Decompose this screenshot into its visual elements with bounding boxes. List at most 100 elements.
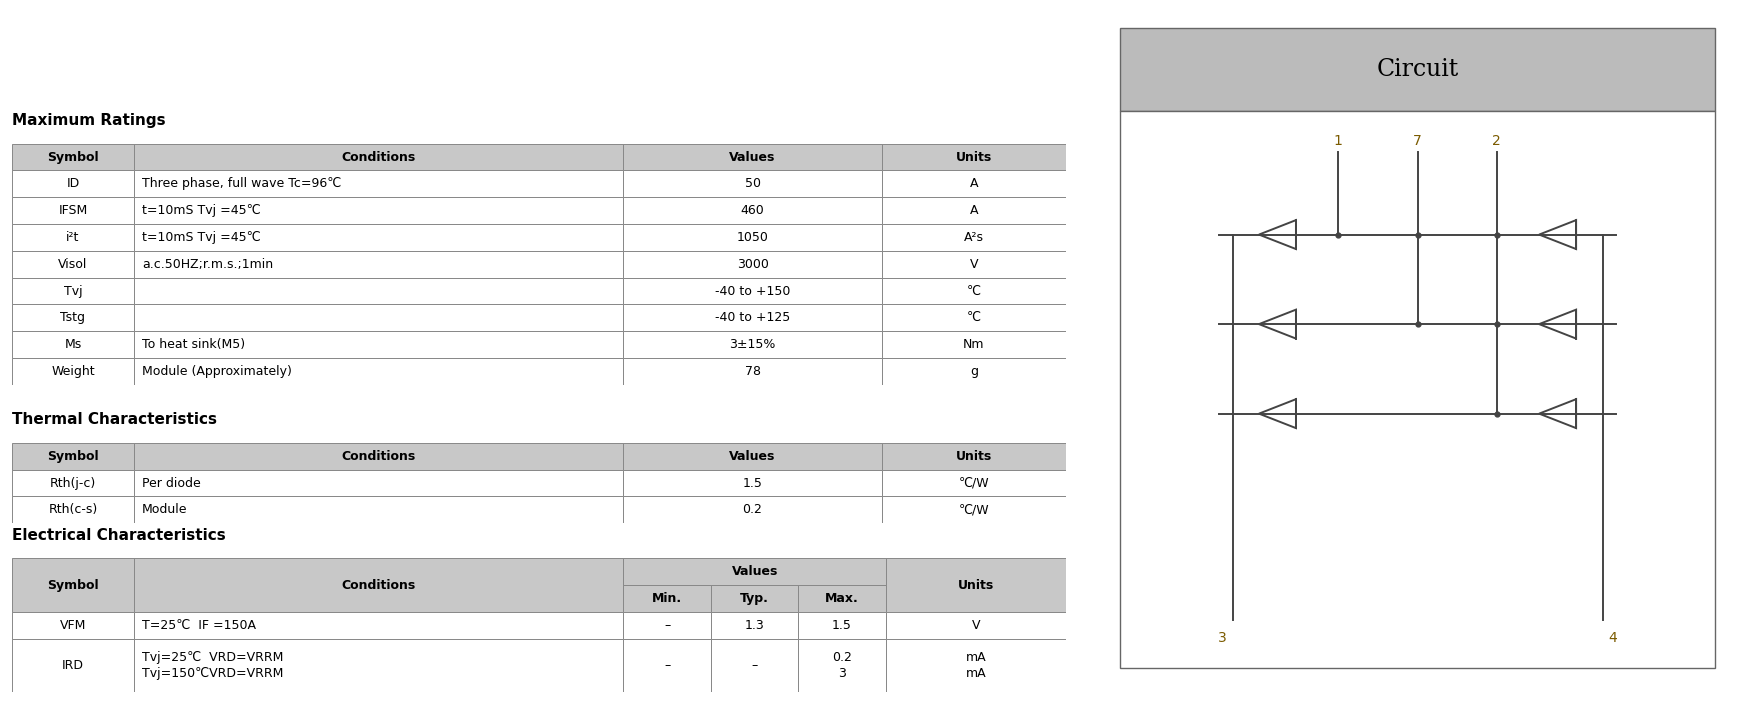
FancyBboxPatch shape bbox=[881, 443, 1066, 469]
Text: Ms: Ms bbox=[63, 338, 81, 351]
FancyBboxPatch shape bbox=[624, 558, 886, 585]
Text: Three phase, full wave Tc=96℃: Three phase, full wave Tc=96℃ bbox=[143, 178, 342, 190]
FancyBboxPatch shape bbox=[624, 585, 710, 612]
FancyBboxPatch shape bbox=[886, 612, 1066, 639]
Text: 7: 7 bbox=[1413, 134, 1422, 148]
FancyBboxPatch shape bbox=[134, 224, 624, 251]
Text: Nm: Nm bbox=[964, 338, 985, 351]
Text: A: A bbox=[969, 178, 978, 190]
Text: Values: Values bbox=[731, 565, 777, 578]
FancyBboxPatch shape bbox=[12, 197, 134, 224]
Text: Module (Approximately): Module (Approximately) bbox=[143, 365, 292, 378]
FancyBboxPatch shape bbox=[134, 612, 624, 639]
FancyBboxPatch shape bbox=[886, 639, 1066, 692]
Text: ℃: ℃ bbox=[967, 311, 981, 324]
FancyBboxPatch shape bbox=[798, 612, 886, 639]
Text: 50: 50 bbox=[745, 178, 761, 190]
Text: Weight: Weight bbox=[51, 365, 95, 378]
Text: Conditions: Conditions bbox=[342, 449, 416, 463]
Text: mA
mA: mA mA bbox=[966, 650, 987, 680]
FancyBboxPatch shape bbox=[798, 585, 886, 612]
Text: Symbol: Symbol bbox=[48, 151, 99, 163]
Text: Tvj: Tvj bbox=[63, 285, 83, 297]
FancyBboxPatch shape bbox=[881, 197, 1066, 224]
Text: Visol: Visol bbox=[58, 258, 88, 271]
FancyBboxPatch shape bbox=[134, 358, 624, 385]
FancyBboxPatch shape bbox=[12, 639, 134, 692]
FancyBboxPatch shape bbox=[624, 639, 710, 692]
Text: 1050: 1050 bbox=[737, 231, 768, 244]
FancyBboxPatch shape bbox=[710, 639, 798, 692]
Text: IFSM: IFSM bbox=[58, 204, 88, 217]
Text: 3: 3 bbox=[1218, 630, 1226, 645]
FancyBboxPatch shape bbox=[624, 331, 881, 358]
FancyBboxPatch shape bbox=[12, 443, 134, 469]
Text: i²t: i²t bbox=[67, 231, 79, 244]
Text: Conditions: Conditions bbox=[342, 151, 416, 163]
Text: ℃/W: ℃/W bbox=[959, 476, 988, 489]
Text: 4: 4 bbox=[1609, 630, 1618, 645]
Text: Values: Values bbox=[729, 151, 775, 163]
FancyBboxPatch shape bbox=[710, 612, 798, 639]
FancyBboxPatch shape bbox=[12, 558, 134, 612]
FancyBboxPatch shape bbox=[134, 251, 624, 278]
Text: 2: 2 bbox=[1492, 134, 1501, 148]
FancyBboxPatch shape bbox=[624, 612, 710, 639]
FancyBboxPatch shape bbox=[624, 197, 881, 224]
FancyBboxPatch shape bbox=[881, 278, 1066, 305]
FancyBboxPatch shape bbox=[134, 443, 624, 469]
FancyBboxPatch shape bbox=[624, 278, 881, 305]
FancyBboxPatch shape bbox=[624, 469, 881, 496]
Text: Module: Module bbox=[143, 503, 187, 516]
FancyBboxPatch shape bbox=[134, 305, 624, 331]
FancyBboxPatch shape bbox=[881, 496, 1066, 523]
FancyBboxPatch shape bbox=[12, 331, 134, 358]
Text: Symbol: Symbol bbox=[48, 579, 99, 591]
FancyBboxPatch shape bbox=[624, 358, 881, 385]
Text: Tstg: Tstg bbox=[60, 311, 85, 324]
Text: t=10mS Tvj =45℃: t=10mS Tvj =45℃ bbox=[143, 204, 261, 217]
Text: 1.5: 1.5 bbox=[742, 476, 763, 489]
Text: Min.: Min. bbox=[652, 592, 682, 605]
Text: VFM: VFM bbox=[60, 618, 86, 632]
FancyBboxPatch shape bbox=[881, 251, 1066, 278]
FancyBboxPatch shape bbox=[134, 558, 624, 612]
Text: V: V bbox=[971, 618, 980, 632]
FancyBboxPatch shape bbox=[624, 496, 881, 523]
FancyBboxPatch shape bbox=[798, 639, 886, 692]
Text: 3000: 3000 bbox=[737, 258, 768, 271]
Text: 0.2: 0.2 bbox=[742, 503, 763, 516]
FancyBboxPatch shape bbox=[881, 143, 1066, 170]
Text: Units: Units bbox=[955, 151, 992, 163]
Text: Per diode: Per diode bbox=[143, 476, 201, 489]
Text: ℃: ℃ bbox=[967, 285, 981, 297]
Text: Units: Units bbox=[955, 449, 992, 463]
FancyBboxPatch shape bbox=[1121, 111, 1714, 669]
Text: Electrical Characteristics: Electrical Characteristics bbox=[12, 528, 226, 543]
Text: ID: ID bbox=[67, 178, 79, 190]
FancyBboxPatch shape bbox=[134, 143, 624, 170]
FancyBboxPatch shape bbox=[881, 170, 1066, 197]
FancyBboxPatch shape bbox=[881, 331, 1066, 358]
Text: a.c.50HZ;r.m.s.;1min: a.c.50HZ;r.m.s.;1min bbox=[143, 258, 273, 271]
FancyBboxPatch shape bbox=[12, 496, 134, 523]
FancyBboxPatch shape bbox=[134, 278, 624, 305]
FancyBboxPatch shape bbox=[881, 358, 1066, 385]
FancyBboxPatch shape bbox=[624, 143, 881, 170]
Text: t=10mS Tvj =45℃: t=10mS Tvj =45℃ bbox=[143, 231, 261, 244]
Text: Tvj=25℃  VRD=VRRM
Tvj=150℃VRD=VRRM: Tvj=25℃ VRD=VRRM Tvj=150℃VRD=VRRM bbox=[143, 650, 284, 680]
FancyBboxPatch shape bbox=[624, 251, 881, 278]
Text: 3±15%: 3±15% bbox=[729, 338, 775, 351]
Text: g: g bbox=[969, 365, 978, 378]
Text: 78: 78 bbox=[745, 365, 761, 378]
Text: Maximum Ratings: Maximum Ratings bbox=[12, 113, 166, 129]
FancyBboxPatch shape bbox=[12, 170, 134, 197]
Text: 1: 1 bbox=[1334, 134, 1343, 148]
FancyBboxPatch shape bbox=[1121, 28, 1714, 111]
Text: Max.: Max. bbox=[825, 592, 860, 605]
Text: 1.3: 1.3 bbox=[745, 618, 765, 632]
Text: –: – bbox=[664, 659, 670, 672]
Text: V: V bbox=[969, 258, 978, 271]
FancyBboxPatch shape bbox=[881, 469, 1066, 496]
Text: -40 to +125: -40 to +125 bbox=[715, 311, 789, 324]
